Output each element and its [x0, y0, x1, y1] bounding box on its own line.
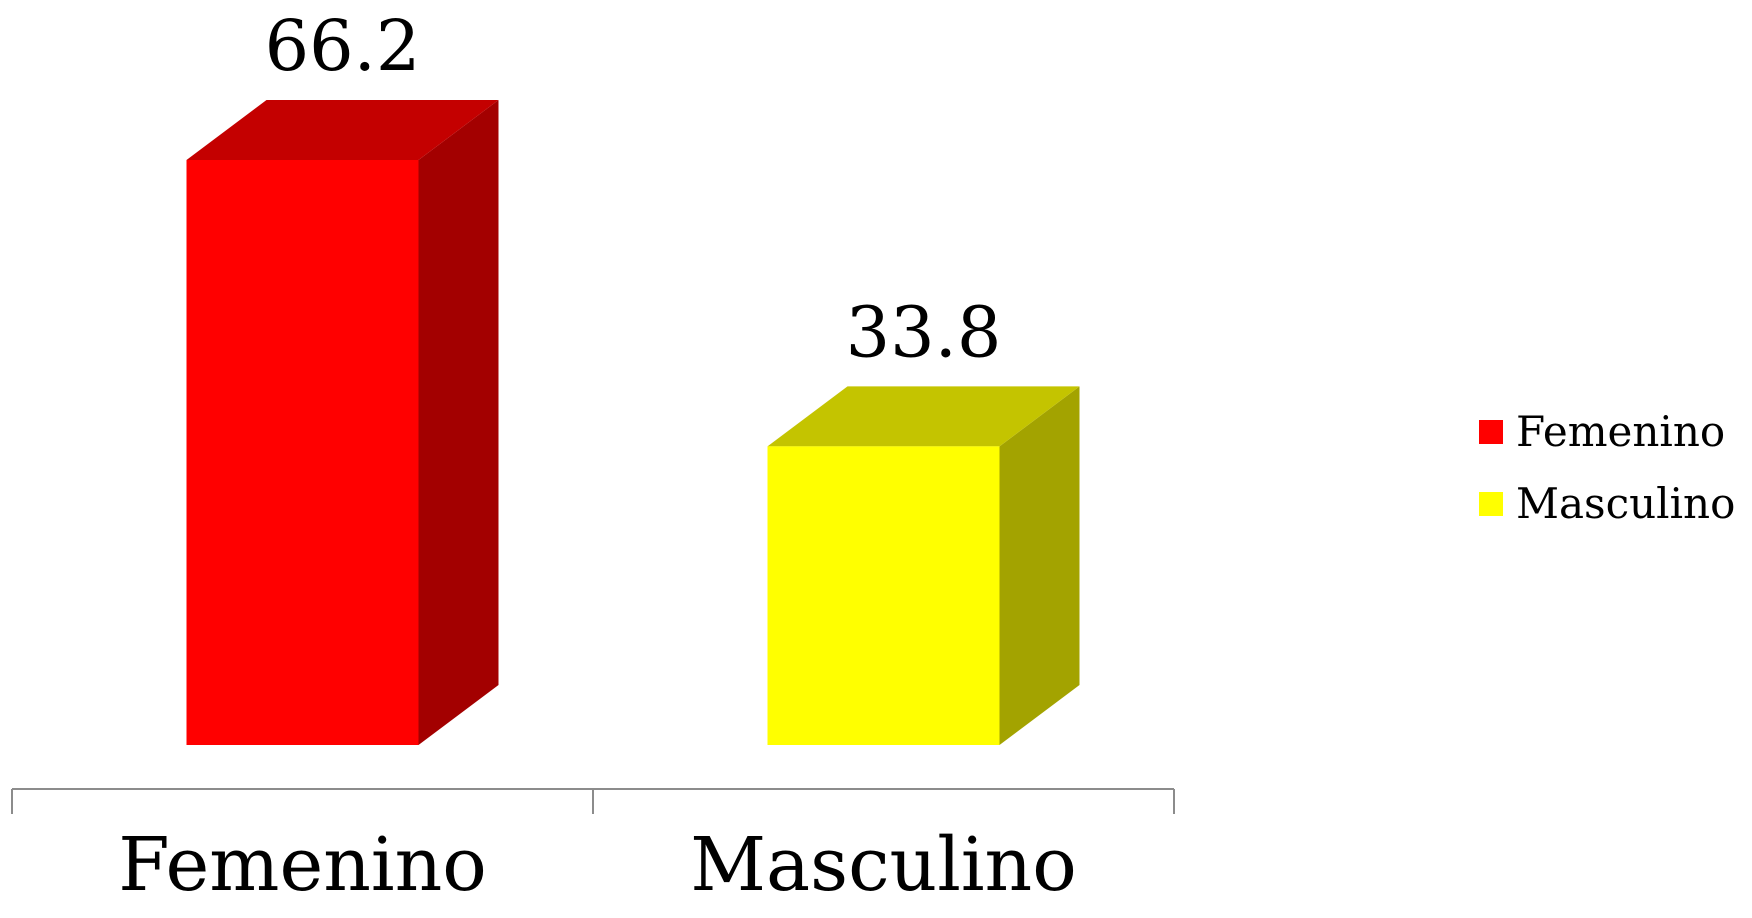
bar-side-femenino — [418, 100, 499, 745]
legend-item-masculino: Masculino — [1479, 479, 1735, 528]
x-axis — [11, 788, 1175, 814]
bar-front-femenino — [186, 160, 419, 745]
legend-swatch-femenino — [1479, 420, 1503, 444]
legend-item-femenino: Femenino — [1479, 407, 1725, 456]
legend-swatch-masculino — [1479, 492, 1503, 516]
x-tick-label-femenino: Femenino — [118, 822, 487, 908]
bar-top-femenino — [186, 100, 499, 160]
bar-top-masculino — [767, 386, 1080, 447]
legend: Femenino Masculino — [1479, 407, 1735, 528]
data-label-masculino: 33.8 — [846, 291, 1002, 373]
legend-label-masculino: Masculino — [1516, 479, 1735, 528]
x-tick-label-masculino: Masculino — [690, 822, 1077, 908]
legend-label-femenino: Femenino — [1516, 407, 1725, 456]
labels-layer: 66.2 Femenino 33.8 Masculino — [118, 5, 1077, 908]
bar-femenino — [186, 100, 499, 745]
bars-layer — [186, 100, 1080, 745]
bar-front-masculino — [767, 446, 1000, 745]
bar-masculino — [767, 386, 1080, 745]
bar-side-masculino — [999, 386, 1080, 745]
data-label-femenino: 66.2 — [265, 5, 421, 87]
